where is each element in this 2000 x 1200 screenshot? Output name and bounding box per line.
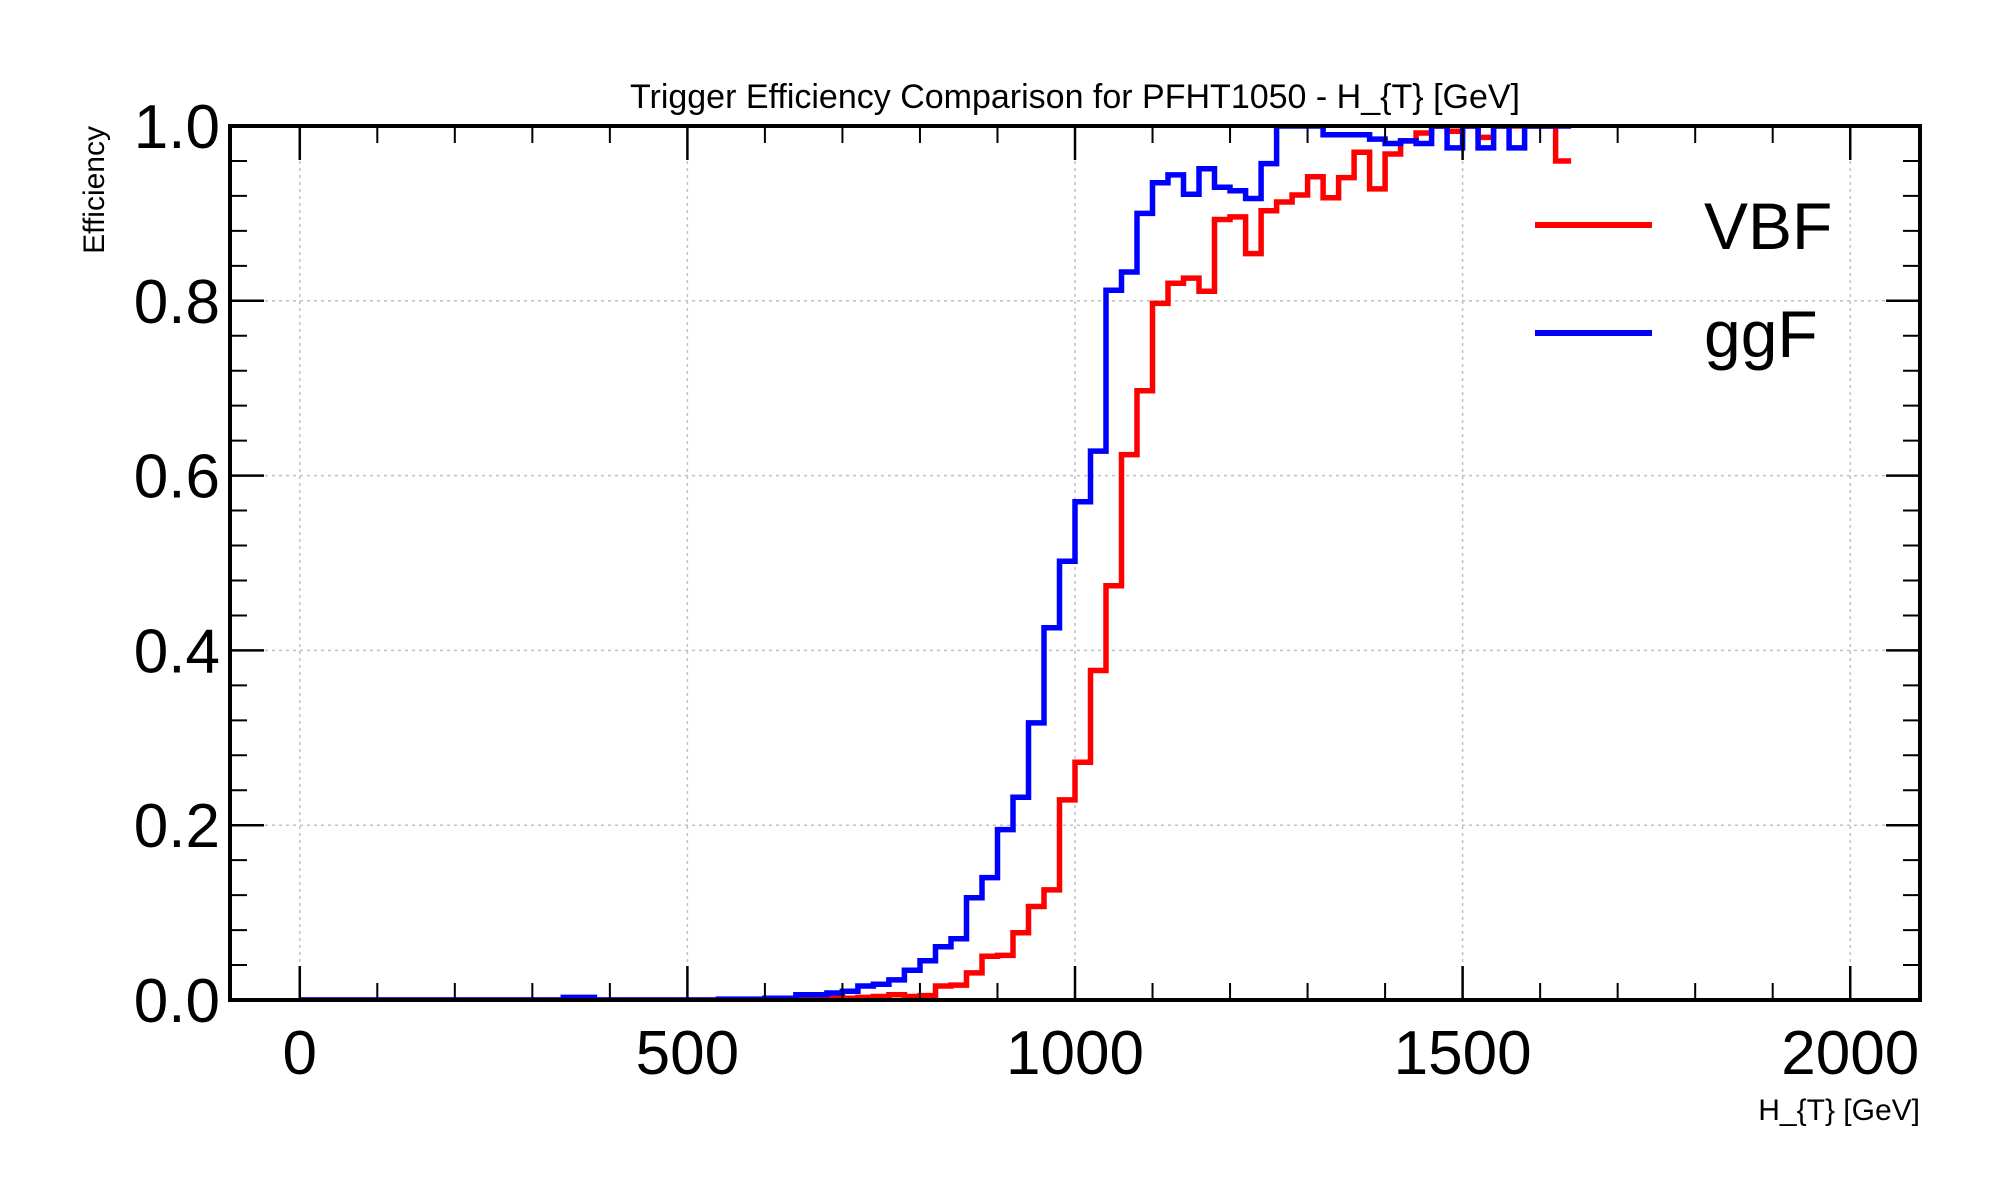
legend-label-ggf: ggF bbox=[1704, 297, 1818, 371]
x-tick-label: 500 bbox=[636, 1019, 739, 1088]
y-axis-title: Efficiency bbox=[78, 126, 111, 254]
y-tick-label: 1.0 bbox=[134, 93, 220, 162]
legend-label-vbf: VBF bbox=[1704, 189, 1832, 263]
legend: VBF ggF bbox=[1535, 189, 1832, 371]
x-axis-title: H_{T} [GeV] bbox=[1758, 1094, 1920, 1127]
grid bbox=[230, 126, 1920, 1000]
y-tick-label: 0.4 bbox=[134, 617, 220, 686]
y-tick-label: 0.8 bbox=[134, 268, 220, 337]
chart-title: Trigger Efficiency Comparison for PFHT10… bbox=[630, 78, 1520, 116]
x-tick-label: 0 bbox=[283, 1019, 317, 1088]
series-layer bbox=[299, 124, 1572, 1002]
series-vbf-line bbox=[299, 124, 1572, 1002]
series-ggf-line bbox=[299, 124, 1572, 1002]
y-tick-label: 0.6 bbox=[134, 443, 220, 512]
y-tick-label: 0.2 bbox=[134, 792, 220, 861]
y-tick-label: 0.0 bbox=[134, 967, 220, 1036]
x-tick-label: 1000 bbox=[1006, 1019, 1144, 1088]
x-tick-label: 2000 bbox=[1781, 1019, 1919, 1088]
x-tick-label: 1500 bbox=[1394, 1019, 1532, 1088]
ticks bbox=[230, 124, 1920, 1002]
tick-labels: 0 500 1000 1500 2000 0.0 0.2 0.4 0.6 0.8 1.0 bbox=[134, 93, 1919, 1088]
